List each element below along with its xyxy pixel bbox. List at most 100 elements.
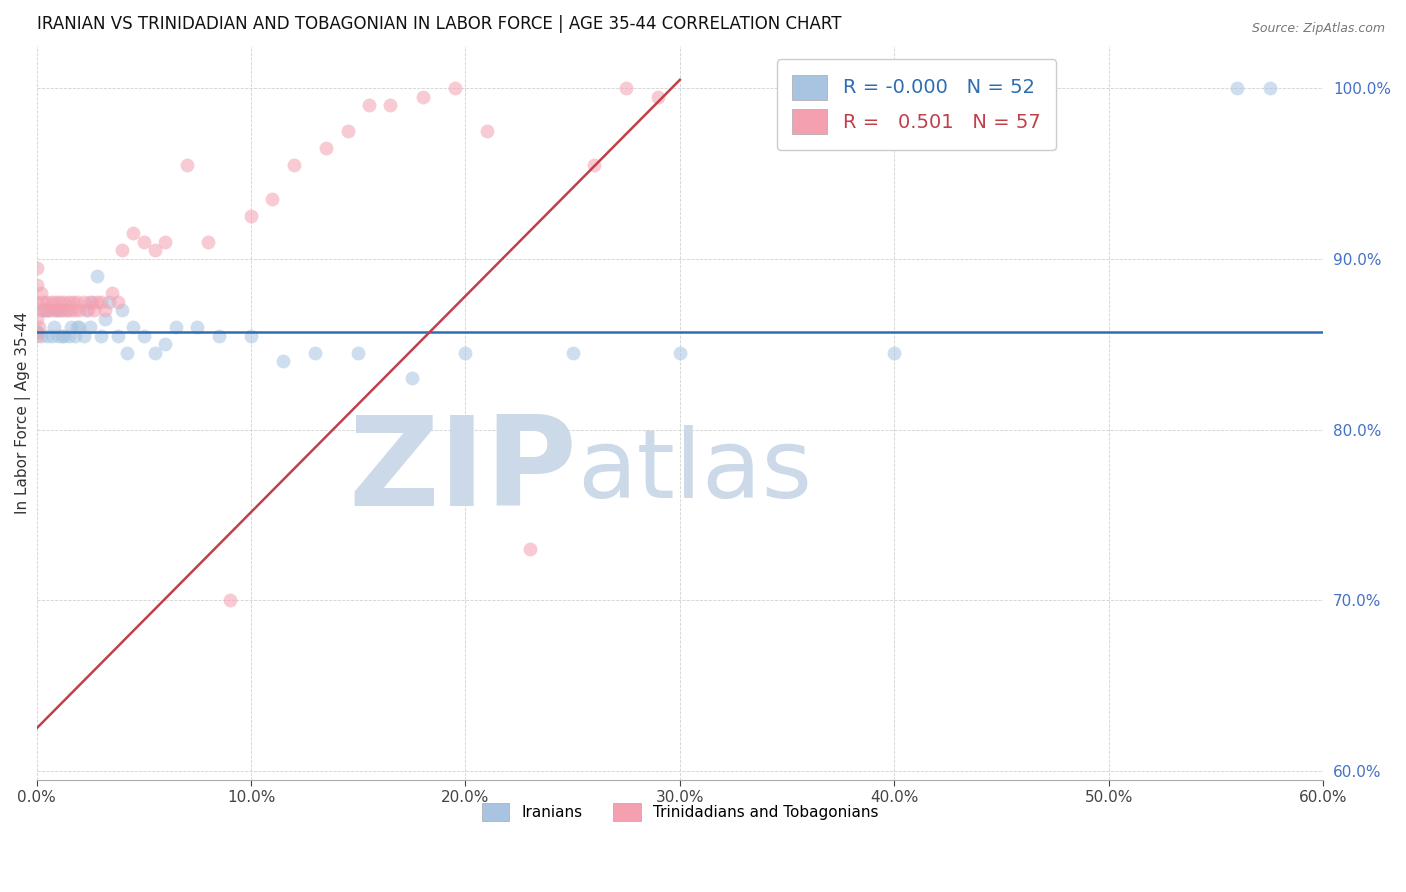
Point [37,328,59,343]
Point [46,303,69,318]
Point [218,593,240,607]
Point [42,303,65,318]
Point [55,303,77,318]
Point [25,294,48,309]
Text: ZIP: ZIP [349,411,576,532]
Point [30,286,52,301]
Point [38,303,60,318]
Point [51,303,73,318]
Point [34,303,56,318]
Point [107,294,129,309]
Point [122,227,145,241]
Point [59,320,82,334]
Point [90,328,112,343]
Text: atlas: atlas [576,425,813,518]
Point [197,235,219,249]
Point [73,294,96,309]
Point [46,303,69,318]
Text: Source: ZipAtlas.com: Source: ZipAtlas.com [1251,22,1385,36]
Point [412,90,434,104]
Point [34,303,56,318]
Point [59,303,82,318]
Point [111,303,134,318]
Point [132,328,155,343]
Point [98,294,121,309]
Point [155,235,177,249]
Point [240,210,263,224]
Point [86,294,108,309]
Point [443,81,465,95]
Point [51,303,73,318]
Point [53,328,76,343]
Point [107,328,129,343]
Point [100,286,122,301]
Point [69,320,91,334]
Point [614,81,637,95]
Point [32,294,55,309]
Point [347,346,370,360]
Point [283,158,305,172]
Point [41,294,63,309]
Point [86,269,108,284]
Y-axis label: In Labor Force | Age 35-44: In Labor Force | Age 35-44 [15,311,31,514]
Point [79,320,101,334]
Point [94,303,117,318]
Point [25,311,48,326]
Point [58,328,80,343]
Point [58,294,80,309]
Point [262,192,284,206]
Point [883,346,905,360]
Point [37,303,59,318]
Point [38,303,60,318]
Point [25,326,48,340]
Point [561,346,583,360]
Text: IRANIAN VS TRINIDADIAN AND TOBAGONIAN IN LABOR FORCE | AGE 35-44 CORRELATION CHA: IRANIAN VS TRINIDADIAN AND TOBAGONIAN IN… [37,15,841,33]
Point [240,328,263,343]
Point [122,320,145,334]
Point [90,294,112,309]
Point [401,371,423,385]
Legend: Iranians, Trinidadians and Tobagonians: Iranians, Trinidadians and Tobagonians [475,797,884,827]
Point [49,294,72,309]
Point [315,141,337,155]
Point [208,328,231,343]
Point [647,90,669,104]
Point [62,294,84,309]
Point [45,294,67,309]
Point [32,303,55,318]
Point [583,158,606,172]
Point [69,303,91,318]
Point [82,294,104,309]
Point [132,235,155,249]
Point [63,328,86,343]
Point [25,326,48,340]
Point [73,328,96,343]
Point [271,354,294,368]
Point [176,158,198,172]
Point [83,303,105,318]
Point [519,542,541,557]
Point [304,346,326,360]
Point [475,124,498,138]
Point [30,303,52,318]
Point [111,244,134,258]
Point [143,244,166,258]
Point [51,328,73,343]
Point [155,337,177,351]
Point [143,346,166,360]
Point [41,328,63,343]
Point [77,303,100,318]
Point [37,294,59,309]
Point [165,320,187,334]
Point [94,311,117,326]
Point [53,294,76,309]
Point [25,260,48,275]
Point [75,303,97,318]
Point [79,294,101,309]
Point [28,320,51,334]
Point [46,328,69,343]
Point [357,98,380,112]
Point [669,346,692,360]
Point [30,328,52,343]
Point [25,326,48,340]
